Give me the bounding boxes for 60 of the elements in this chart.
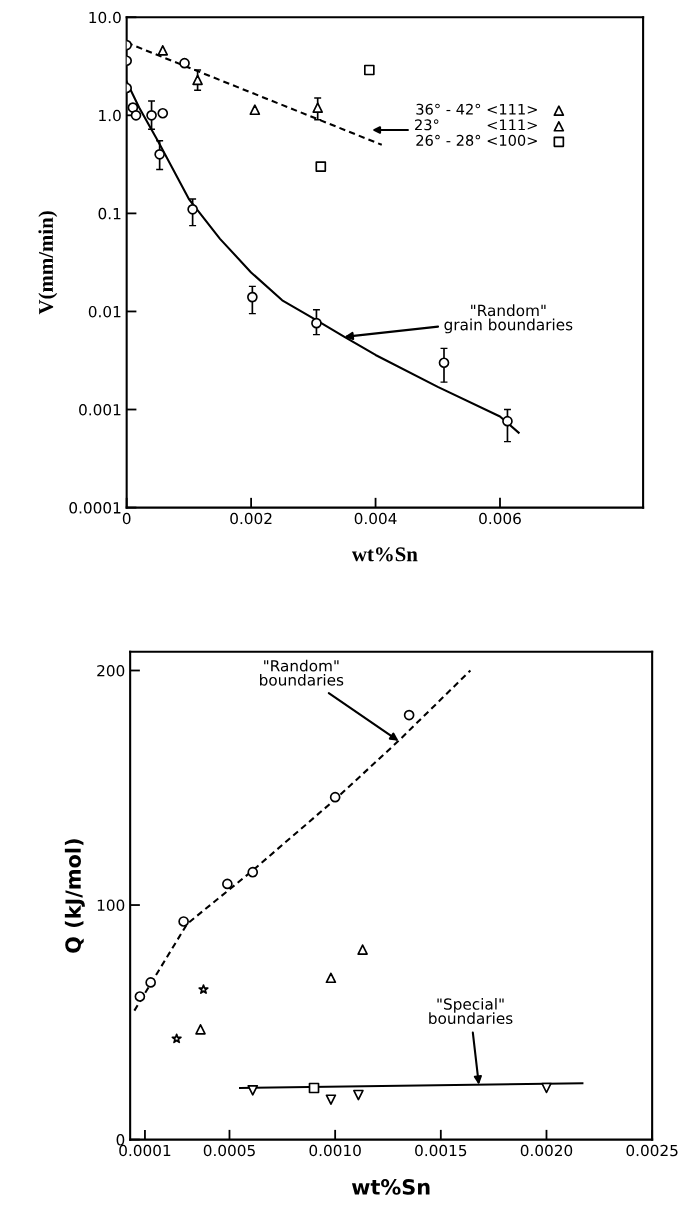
- point: [438, 357, 450, 369]
- point: [502, 415, 513, 427]
- y-tick-label: 0: [116, 1134, 125, 1146]
- annotation: "Random" boundaries: [260, 659, 344, 686]
- point: [325, 1094, 337, 1106]
- point: [146, 109, 157, 121]
- point: [171, 1033, 182, 1044]
- x-tick-label: 0.002: [230, 512, 272, 525]
- point: [179, 57, 190, 69]
- point: [198, 984, 209, 994]
- point: [130, 109, 142, 121]
- y-tick-label: 0.1: [98, 207, 121, 220]
- x-tick-label: 0.0020: [520, 1144, 573, 1157]
- x-tick-label: 0.0010: [309, 1144, 361, 1157]
- point: [247, 1085, 259, 1096]
- point: [329, 791, 341, 803]
- x-tick-label: 0.006: [479, 512, 521, 525]
- point: [178, 916, 189, 927]
- annotation: "Special" boundaries: [429, 998, 513, 1025]
- point: [192, 74, 203, 86]
- x-axis-title: wt%Sn: [351, 1179, 430, 1195]
- x-tick-label: 0.0015: [415, 1144, 467, 1157]
- x-tick-label: 0.0025: [626, 1144, 678, 1157]
- point: [357, 944, 368, 955]
- x-tick-label: 0.0005: [203, 1144, 255, 1157]
- point: [154, 149, 165, 160]
- point: [312, 102, 324, 113]
- point: [403, 709, 415, 721]
- y-tick-label: 100: [97, 899, 125, 912]
- x-tick-label: 0.0001: [119, 1144, 171, 1157]
- point: [157, 107, 169, 119]
- y-tick-label: 0.0001: [69, 502, 121, 514]
- y-tick-label: 0.001: [79, 403, 121, 416]
- point: [222, 878, 233, 890]
- point: [308, 1082, 320, 1094]
- point: [311, 317, 322, 329]
- point: [157, 44, 169, 56]
- point: [353, 1089, 364, 1101]
- point: [195, 1024, 206, 1035]
- y-tick-label: 1.0: [99, 109, 121, 122]
- y-tick-label: 0.01: [88, 305, 121, 318]
- x-axis-title: wt%Sn: [351, 547, 418, 562]
- legend-label: 23° <111>: [415, 119, 537, 131]
- legend-label: 36° - 42° <111>: [416, 103, 537, 115]
- x-tick-label: 0.004: [354, 512, 397, 525]
- y-axis-title: V(mm/min): [38, 211, 58, 315]
- y-tick-label: 200: [97, 664, 125, 677]
- point: [145, 977, 156, 988]
- point: [247, 866, 259, 878]
- point: [134, 991, 146, 1002]
- point: [363, 64, 375, 76]
- point: [247, 291, 258, 303]
- point: [325, 972, 337, 984]
- y-tick-label: 10.0: [89, 11, 121, 24]
- point: [315, 161, 327, 172]
- y-axis-title: Q (kJ/mol): [64, 839, 85, 953]
- annotation: "Random" grain boundaries: [444, 304, 573, 334]
- legend-label: 26° - 28° <100>: [416, 134, 537, 146]
- point: [187, 203, 198, 215]
- point: [249, 104, 261, 116]
